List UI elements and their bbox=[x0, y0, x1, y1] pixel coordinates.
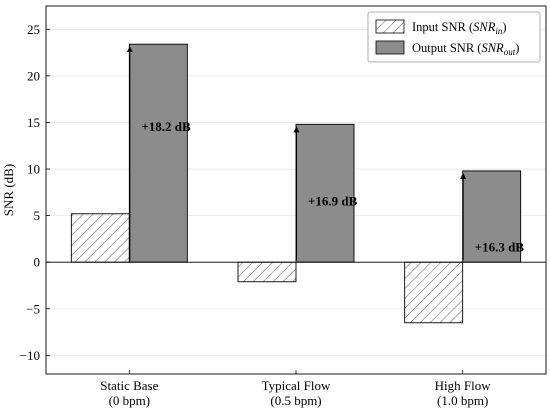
y-tick-label: −10 bbox=[20, 348, 40, 363]
gain-label: +16.3 dB bbox=[475, 239, 525, 254]
bar-input-snr bbox=[70, 213, 130, 263]
bar-input-snr bbox=[404, 261, 464, 324]
x-tick-sublabel: (1.0 bpm) bbox=[437, 393, 488, 408]
x-tick-sublabel: (0.5 bpm) bbox=[270, 393, 321, 408]
legend-swatch-output bbox=[375, 40, 405, 55]
legend: Input SNR (SNRin) Output SNR (SNRout) bbox=[367, 11, 541, 63]
y-tick-label: 5 bbox=[34, 208, 41, 223]
axes: −10 −5 0 5 10 15 20 25 Static Base(0 bpm) Typical… bbox=[1, 5, 547, 408]
legend-label-output: Output SNR (SNRout) bbox=[412, 41, 519, 57]
bar-output-snr bbox=[128, 43, 188, 263]
legend-swatch-input bbox=[375, 19, 405, 34]
gain-label: +18.2 dB bbox=[141, 119, 191, 134]
y-tick-label: 15 bbox=[27, 115, 40, 130]
y-tick-label: 10 bbox=[27, 162, 40, 177]
plot-frame bbox=[45, 5, 547, 375]
gain-label: +16.9 dB bbox=[308, 194, 358, 209]
y-tick-label: −5 bbox=[26, 301, 40, 316]
bar-input-snr bbox=[237, 261, 297, 283]
legend-label-input: Input SNR (SNRin) bbox=[412, 20, 507, 36]
legend-box bbox=[367, 11, 541, 63]
gain-annotations: +18.2 dB +16.9 dB +16.3 dB bbox=[126, 46, 525, 261]
x-tick-label: Typical Flow bbox=[262, 378, 331, 393]
bar-output-snr bbox=[462, 170, 522, 263]
x-tick-label: High Flow bbox=[435, 378, 492, 393]
bars bbox=[70, 43, 522, 324]
y-axis-title: SNR (dB) bbox=[1, 164, 16, 216]
x-tick-label: Static Base bbox=[100, 378, 158, 393]
x-tick-sublabel: (0 bpm) bbox=[109, 393, 151, 408]
y-tick-label: 0 bbox=[34, 255, 41, 270]
y-tick-label: 25 bbox=[27, 22, 40, 37]
y-tick-label: 20 bbox=[27, 68, 40, 83]
